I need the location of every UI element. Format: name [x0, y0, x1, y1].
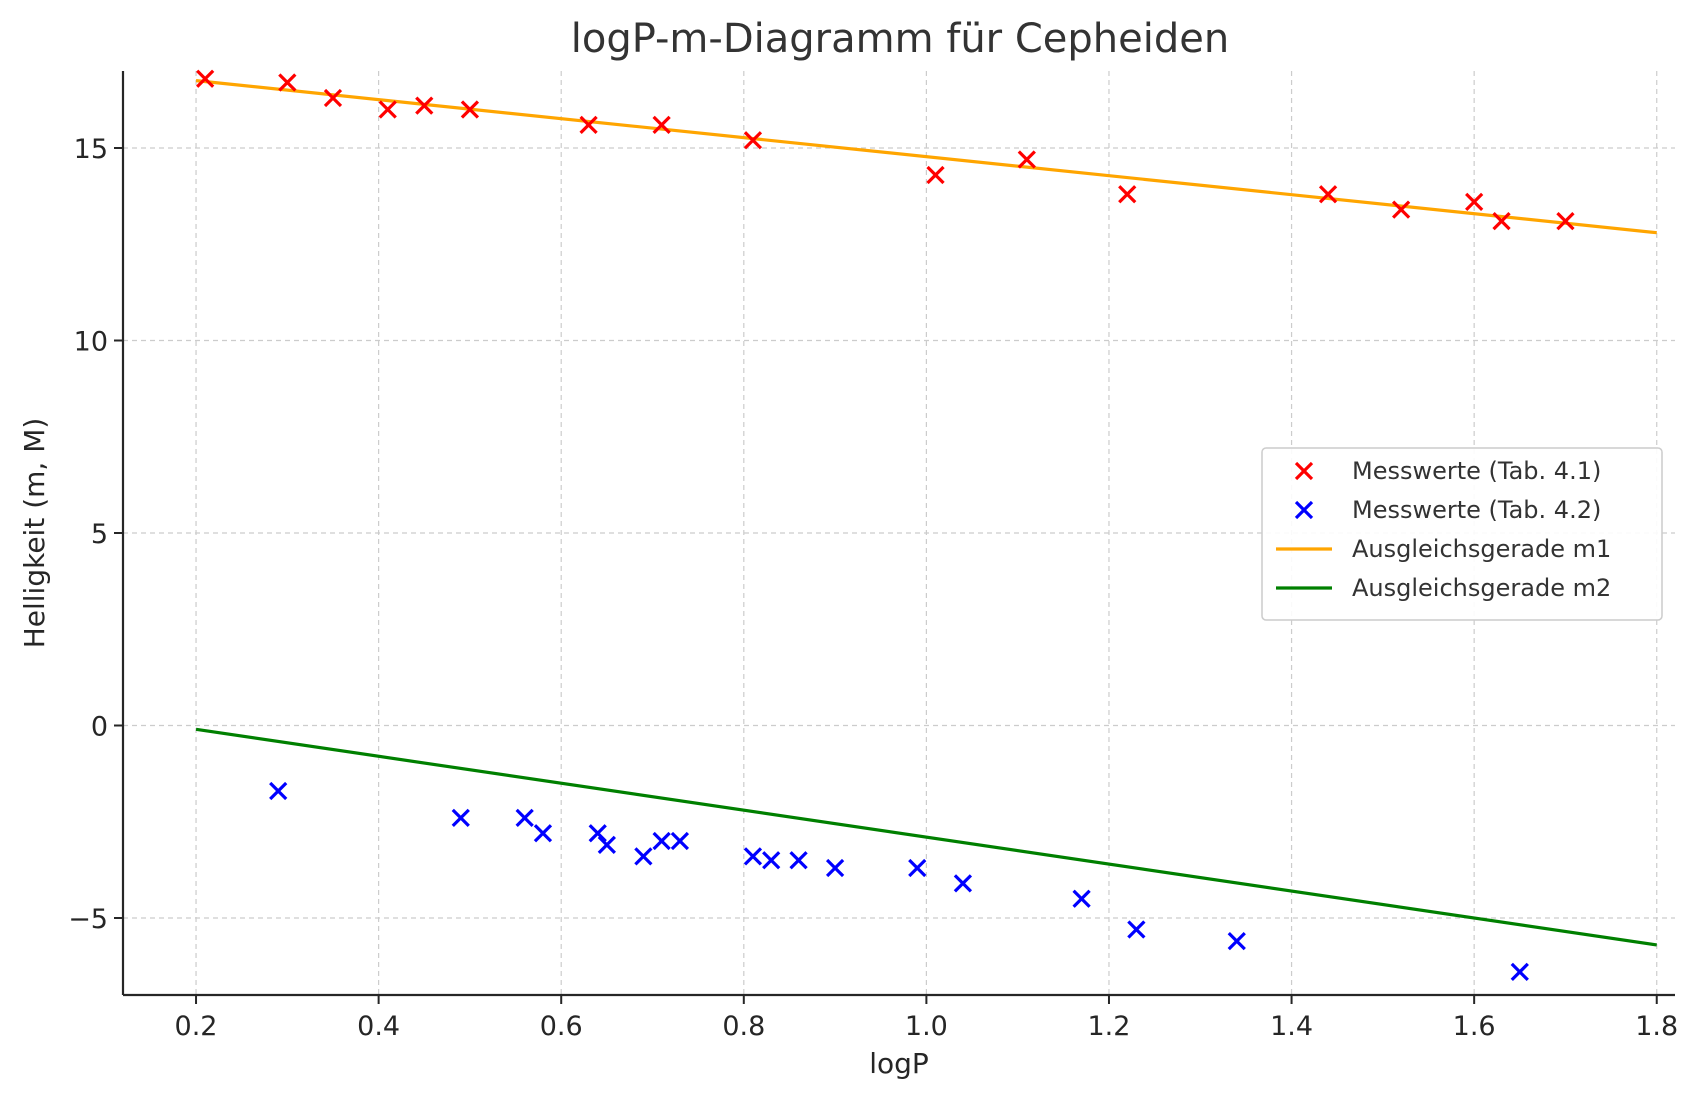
legend-label: Ausgleichsgerade m1	[1352, 535, 1611, 563]
y-tick-label: 5	[91, 519, 108, 550]
data-point-series-1	[460, 100, 480, 119]
data-point-series-1	[1318, 185, 1338, 204]
data-point-series-2	[597, 835, 616, 854]
fit-line-1	[195, 79, 1657, 235]
x-tick-label: 1.6	[1453, 1011, 1496, 1042]
tick-labels: 0.2 0.4 0.6 0.8 1.0 1.2 1.4 1.6 1.8 −5 0 5 10 15	[68, 134, 1678, 1042]
legend-label: Ausgleichsgerade m2	[1352, 574, 1611, 602]
data-point-series-2	[953, 874, 973, 893]
data-point-series-1	[1465, 192, 1484, 212]
data-point-series-2	[743, 847, 763, 866]
data-point-series-1	[1118, 185, 1137, 204]
data-point-series-1	[1391, 200, 1411, 219]
legend: Messwerte (Tab. 4.1) Messwerte (Tab. 4.2)…	[1261, 447, 1663, 621]
data-point-series-2	[1510, 962, 1529, 982]
grid-lines	[123, 71, 1675, 995]
data-point-series-1	[743, 131, 763, 150]
data-point-series-1	[415, 96, 434, 115]
chart-title: logP-m-Diagramm für Cepheiden	[571, 16, 1229, 62]
fit-line-2	[195, 727, 1657, 947]
data-point-series-1	[1017, 150, 1036, 169]
x-tick-label: 1.8	[1635, 1011, 1678, 1042]
x-tick-label: 0.8	[722, 1011, 765, 1042]
x-tick-label: 0.2	[175, 1011, 218, 1042]
legend-marker	[1294, 461, 1314, 481]
data-point-series-2	[269, 781, 288, 801]
data-point-series-1	[1492, 212, 1511, 231]
data-point-series-2	[451, 808, 470, 828]
data-point-series-2	[588, 824, 607, 843]
legend-frame	[1261, 447, 1663, 621]
data-point-series-2	[652, 831, 671, 851]
data-point-series-1	[1556, 212, 1575, 231]
legend-marker	[1294, 500, 1314, 520]
data-point-series-2	[533, 824, 553, 843]
x-tick-label: 0.6	[540, 1011, 583, 1042]
data-point-series-1	[652, 115, 671, 135]
data-point-series-2	[1072, 889, 1091, 908]
x-tick-label: 1.2	[1087, 1011, 1130, 1042]
data-point-series-1	[926, 165, 945, 185]
x-axis-label: logP	[869, 1047, 929, 1080]
data-point-series-1	[196, 69, 215, 88]
y-tick-label: 10	[74, 327, 108, 358]
data-point-series-1	[278, 73, 297, 92]
x-tick-label: 0.4	[357, 1011, 400, 1042]
axes	[114, 71, 1675, 1004]
data-point-series-1	[579, 115, 598, 135]
x-tick-label: 1.0	[905, 1011, 948, 1042]
data-point-series-2	[1127, 920, 1146, 939]
y-tick-label: 15	[74, 134, 108, 165]
data-point-series-2	[670, 831, 690, 851]
data-point-series-2	[634, 847, 653, 866]
legend-label: Messwerte (Tab. 4.2)	[1352, 496, 1601, 524]
data-point-series-2	[762, 851, 781, 870]
data-point-series-1	[323, 88, 343, 108]
y-axis-label: Helligkeit (m, M)	[18, 418, 51, 649]
data-point-series-2	[908, 858, 927, 878]
plot-marks	[195, 69, 1657, 982]
y-tick-label: 0	[91, 712, 108, 743]
data-point-series-2	[789, 851, 808, 870]
data-point-series-2	[1227, 931, 1246, 951]
legend-label: Messwerte (Tab. 4.1)	[1352, 457, 1601, 485]
x-tick-label: 1.4	[1270, 1011, 1313, 1042]
data-point-series-1	[378, 100, 397, 119]
data-point-series-2	[825, 858, 845, 878]
data-point-series-2	[515, 808, 534, 828]
y-tick-label: −5	[68, 904, 108, 935]
